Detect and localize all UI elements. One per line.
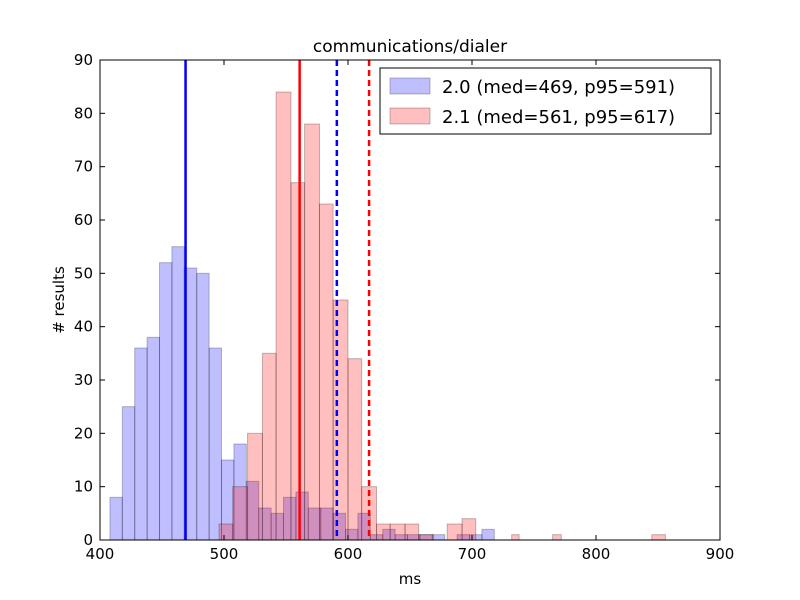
legend-swatch-series0 <box>389 77 431 95</box>
bar-series0-8 <box>208 347 223 541</box>
x-axis-label: ms <box>399 570 422 588</box>
y-tick-label: 30 <box>74 371 93 389</box>
y-tick-label: 50 <box>74 264 93 282</box>
legend-label-series1: 2.1 (med=561, p95=617) <box>442 107 675 128</box>
bar-series0-0 <box>109 496 123 541</box>
x-tick-label: 400 <box>86 545 115 563</box>
x-tick-label: 500 <box>210 545 239 563</box>
legend-label-series0: 2.0 (med=469, p95=591) <box>442 77 675 98</box>
bar-series0-30 <box>481 528 495 541</box>
bar-series1-12 <box>389 523 406 541</box>
x-tick-label: 700 <box>458 545 487 563</box>
y-tick-label: 10 <box>74 478 93 496</box>
bar-series1-6 <box>304 123 320 541</box>
chart-title: communications/dialer <box>313 37 507 57</box>
reference-lines <box>184 60 371 540</box>
x-tick-label: 900 <box>706 545 735 563</box>
bar-series1-2 <box>247 432 263 541</box>
bar-series1-16 <box>446 523 463 541</box>
bar-series1-4 <box>275 91 292 541</box>
legend: 2.0 (med=469, p95=591) 2.1 (med=561, p95=… <box>379 67 712 135</box>
bar-series1-7 <box>318 203 334 541</box>
bar-series1-14 <box>418 534 435 541</box>
bar-series1-20 <box>651 534 666 541</box>
bar-series1-19 <box>552 534 562 541</box>
bar-series1-9 <box>347 358 363 541</box>
plot-frame <box>99 59 721 541</box>
y-tick-label: 80 <box>74 104 93 122</box>
y-axis-label: # results <box>50 266 68 334</box>
y-tick-label: 60 <box>74 211 93 229</box>
bar-series0-2 <box>134 347 148 541</box>
chart-marks <box>109 91 666 541</box>
bar-series1-17 <box>461 518 477 541</box>
bar-series0-7 <box>196 272 210 541</box>
legend-box <box>379 67 712 135</box>
bar-series0-1 <box>121 406 136 541</box>
bar-series1-8 <box>332 299 349 541</box>
bar-series1-3 <box>261 352 277 541</box>
y-tick-label: 0 <box>83 531 93 549</box>
bar-series1-18 <box>511 534 520 541</box>
bar-series1-1 <box>232 486 249 541</box>
bar-series0-26 <box>431 534 446 541</box>
bar-series0-5 <box>171 246 185 541</box>
y-tick-label: 90 <box>74 51 93 69</box>
x-tick-label: 800 <box>582 545 611 563</box>
bar-series0-4 <box>159 262 173 541</box>
y-tick-label: 70 <box>74 158 93 176</box>
bar-series1-5 <box>290 182 306 541</box>
bar-series1-13 <box>404 523 420 541</box>
axis-ticks: 400 500 600 700 800 900 0 10 20 30 40 50 60 70 80 90 <box>74 51 734 563</box>
y-tick-label: 40 <box>74 318 93 336</box>
y-tick-label: 20 <box>74 424 93 442</box>
x-tick-label: 600 <box>334 545 363 563</box>
bar-series1-11 <box>376 523 391 541</box>
bar-series1-0 <box>218 523 234 541</box>
bar-series0-3 <box>146 336 161 541</box>
legend-swatch-series1 <box>389 107 431 125</box>
